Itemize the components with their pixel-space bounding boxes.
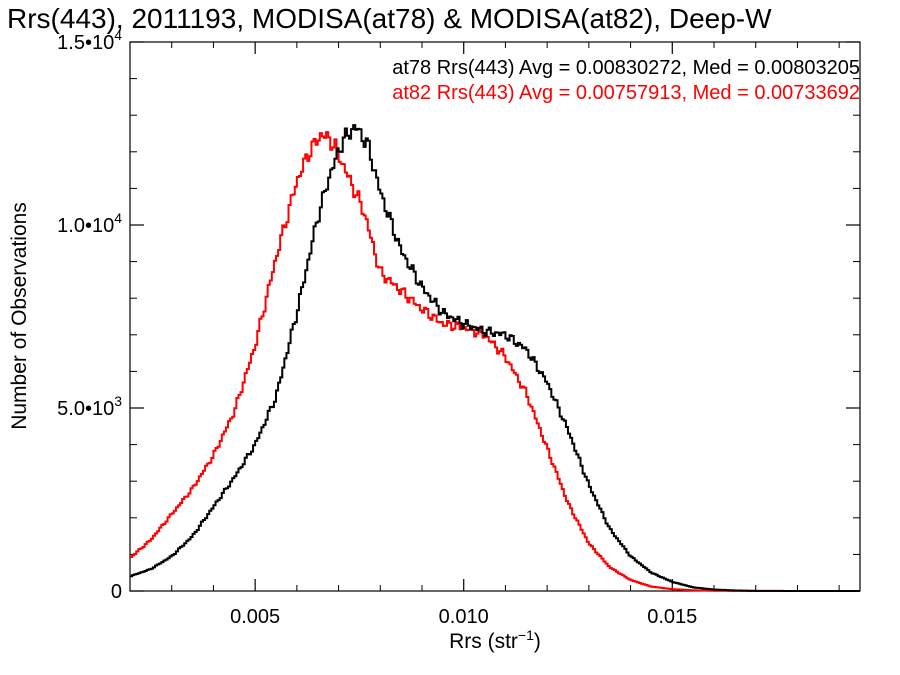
legend-stats: at78 Rrs(443) Avg = 0.00830272, Med = 0.… [392,57,860,104]
chart-title: Rrs(443), 2011193, MODISA(at78) & MODISA… [7,3,772,34]
series-stats-at82: at82 Rrs(443) Avg = 0.00757913, Med = 0.… [392,82,860,104]
series-stats-at78: at78 Rrs(443) Avg = 0.00830272, Med = 0.… [392,57,860,79]
plot-frame [129,41,861,592]
histogram-series-at82 [130,131,860,592]
x-tick-label: 0.005 [230,606,280,628]
y-axis-ticks: 0 5.0•103 1.0•104 1.5•104 [57,27,860,603]
x-axis-ticks: 0.005 0.010 0.015 [129,42,840,628]
y-tick-label: 0 [111,581,122,603]
series-layer [130,124,860,592]
y-tick-label: 1.0•104 [57,210,122,237]
y-tick-label: 1.5•104 [57,27,122,54]
x-tick-label: 0.010 [439,606,489,628]
histogram-series-at78 [130,124,860,592]
x-axis-label: Rrs (str−1) [449,627,541,653]
x-tick-label: 0.015 [647,606,697,628]
y-tick-label: 5.0•103 [57,393,122,420]
plot-area: 0.005 0.010 0.015 0 5.0•103 1.0•104 1.5•104 [57,27,861,628]
y-axis-label: Number of Observations [8,202,31,430]
